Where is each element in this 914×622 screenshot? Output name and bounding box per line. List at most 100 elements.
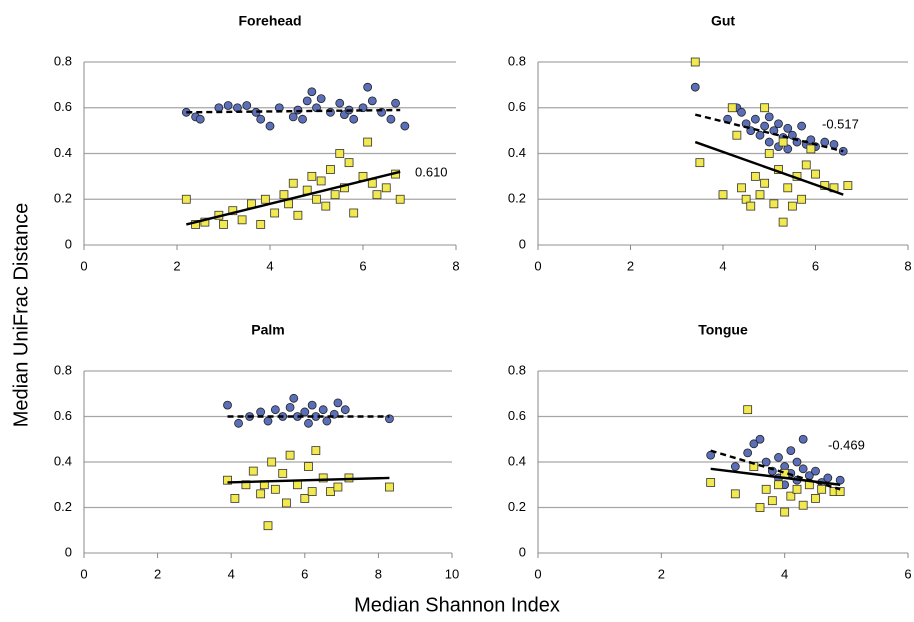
y-tick-label: 0.6 — [508, 408, 526, 423]
x-tick-label: 8 — [375, 566, 382, 581]
point — [256, 489, 266, 499]
x-tick-label: 4 — [719, 258, 726, 273]
point — [279, 190, 289, 200]
x-tick-label: 6 — [812, 258, 819, 273]
point — [270, 484, 280, 494]
point — [293, 210, 303, 220]
point — [265, 121, 275, 131]
point — [267, 457, 277, 467]
point — [381, 183, 391, 193]
point — [764, 137, 774, 147]
x-tick-label: 8 — [904, 258, 911, 273]
trend-line — [227, 476, 390, 484]
point — [690, 57, 700, 67]
point — [395, 194, 405, 204]
y-tick-label: 0.4 — [508, 453, 526, 468]
point — [786, 491, 796, 501]
point — [278, 468, 288, 478]
point — [316, 176, 326, 186]
panel-title: Palm — [251, 322, 284, 338]
point — [307, 400, 317, 410]
point — [767, 496, 777, 506]
point — [769, 199, 779, 209]
point — [792, 484, 802, 494]
point — [783, 144, 793, 154]
point — [293, 480, 302, 490]
x-tick-label: 2 — [627, 258, 634, 273]
x-tick-label: 6 — [904, 566, 911, 581]
point — [792, 457, 802, 467]
point — [318, 405, 328, 415]
point — [764, 149, 774, 158]
point — [219, 220, 228, 229]
point — [263, 521, 273, 531]
point — [385, 482, 394, 492]
point — [806, 135, 816, 145]
y-tick-label: 0.4 — [54, 145, 72, 160]
point — [760, 178, 770, 188]
point — [761, 484, 771, 494]
point — [798, 500, 808, 510]
y-tick-label: 0.8 — [508, 53, 526, 68]
x-tick-label: 2 — [658, 566, 665, 581]
point — [372, 190, 382, 200]
point — [256, 407, 266, 417]
point — [741, 194, 751, 204]
point — [755, 503, 765, 512]
point — [302, 96, 312, 106]
point — [797, 121, 807, 131]
point — [750, 171, 760, 181]
point — [730, 489, 740, 499]
y-tick-label: 0.8 — [508, 362, 526, 377]
trend-line — [186, 108, 401, 114]
point — [270, 405, 280, 415]
point — [835, 475, 845, 485]
point — [749, 439, 759, 449]
point — [778, 137, 788, 147]
point — [281, 498, 291, 508]
point — [270, 208, 280, 218]
annotation: -0.517 — [822, 116, 859, 131]
point — [326, 107, 335, 117]
point — [321, 201, 331, 211]
point — [195, 114, 205, 124]
y-tick-label: 0 — [65, 236, 72, 251]
y-tick-label: 0.2 — [54, 499, 72, 514]
point — [774, 480, 783, 490]
point — [263, 416, 273, 426]
point — [312, 194, 321, 204]
y-tick-label: 0 — [519, 236, 526, 251]
point — [386, 114, 396, 124]
point — [223, 101, 233, 110]
point — [335, 149, 345, 158]
point — [339, 183, 349, 193]
point — [318, 473, 328, 483]
point — [743, 448, 753, 458]
y-tick-label: 0.6 — [54, 99, 72, 114]
point — [727, 103, 737, 113]
point — [333, 482, 343, 492]
x-tick-label: 0 — [534, 258, 541, 273]
point — [811, 466, 820, 476]
y-tick-label: 0.2 — [508, 191, 526, 206]
trend-line — [694, 113, 844, 153]
x-tick-label: 4 — [266, 258, 273, 273]
y-tick-label: 0.6 — [508, 99, 526, 114]
point — [761, 457, 771, 467]
x-tick-label: 6 — [359, 258, 366, 273]
point — [304, 418, 313, 428]
point — [811, 169, 820, 179]
point — [718, 190, 728, 200]
point — [706, 478, 716, 487]
point — [798, 464, 808, 474]
point — [237, 215, 247, 225]
point — [750, 114, 760, 124]
point — [285, 450, 295, 460]
panel-title: Gut — [711, 13, 735, 29]
point — [400, 121, 410, 131]
x-tick-label: 2 — [173, 258, 180, 273]
y-tick-label: 0.4 — [508, 145, 526, 160]
point — [829, 139, 839, 149]
point — [248, 466, 258, 476]
point — [289, 393, 299, 403]
